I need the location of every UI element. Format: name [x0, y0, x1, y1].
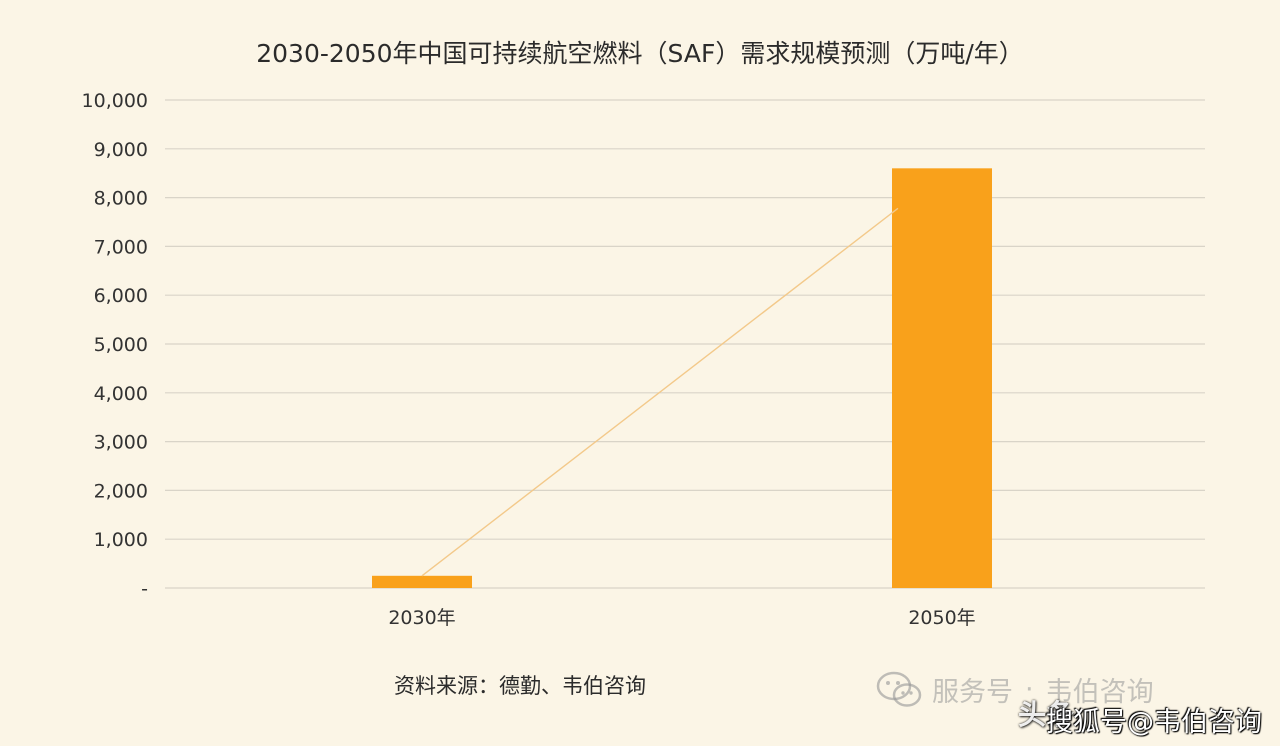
source-note: 资料来源：德勤、韦伯咨询 — [394, 674, 646, 698]
trendline-segment — [421, 207, 899, 577]
y-tick-label: 2,000 — [94, 480, 148, 502]
y-tick-label: 3,000 — [94, 432, 148, 454]
x-axis-ticks: 2030年 2050年 — [388, 607, 975, 629]
toutiao-watermark: 头条 — [1018, 698, 1075, 731]
y-tick-label: 7,000 — [94, 236, 148, 258]
y-tick-label: 5,000 — [94, 334, 148, 356]
sohu-watermark: 搜狐号@韦伯咨询 — [1046, 707, 1262, 738]
bars — [372, 168, 992, 588]
wechat-account-label: 韦伯咨询 — [1045, 677, 1154, 708]
wechat-logo-icon — [876, 671, 922, 707]
y-tick-label: 9,000 — [94, 139, 148, 161]
wechat-separator: · — [1025, 674, 1034, 705]
y-axis-ticks: - 1,000 2,000 3,000 4,000 5,000 6,000 7,000 8,00… — [82, 90, 148, 600]
grid-lines — [165, 99, 1205, 589]
y-tick-label: 6,000 — [94, 285, 148, 307]
wechat-service-watermark: 服务号 · 韦伯咨询 — [876, 670, 1154, 709]
y-tick-label: 4,000 — [94, 383, 148, 405]
y-tick-label: 1,000 — [94, 529, 148, 551]
x-tick-label: 2050年 — [908, 607, 975, 629]
bar — [372, 575, 472, 588]
chart-title: 2030-2050年中国可持续航空燃料（SAF）需求规模预测（万吨/年） — [256, 39, 1024, 68]
wechat-service-label: 服务号 — [932, 677, 1013, 708]
y-tick-label: - — [141, 578, 148, 600]
trendline — [421, 207, 899, 577]
x-tick-label: 2030年 — [388, 607, 455, 629]
y-tick-label: 10,000 — [82, 90, 148, 112]
y-tick-label: 8,000 — [94, 188, 148, 210]
bar — [892, 168, 992, 588]
